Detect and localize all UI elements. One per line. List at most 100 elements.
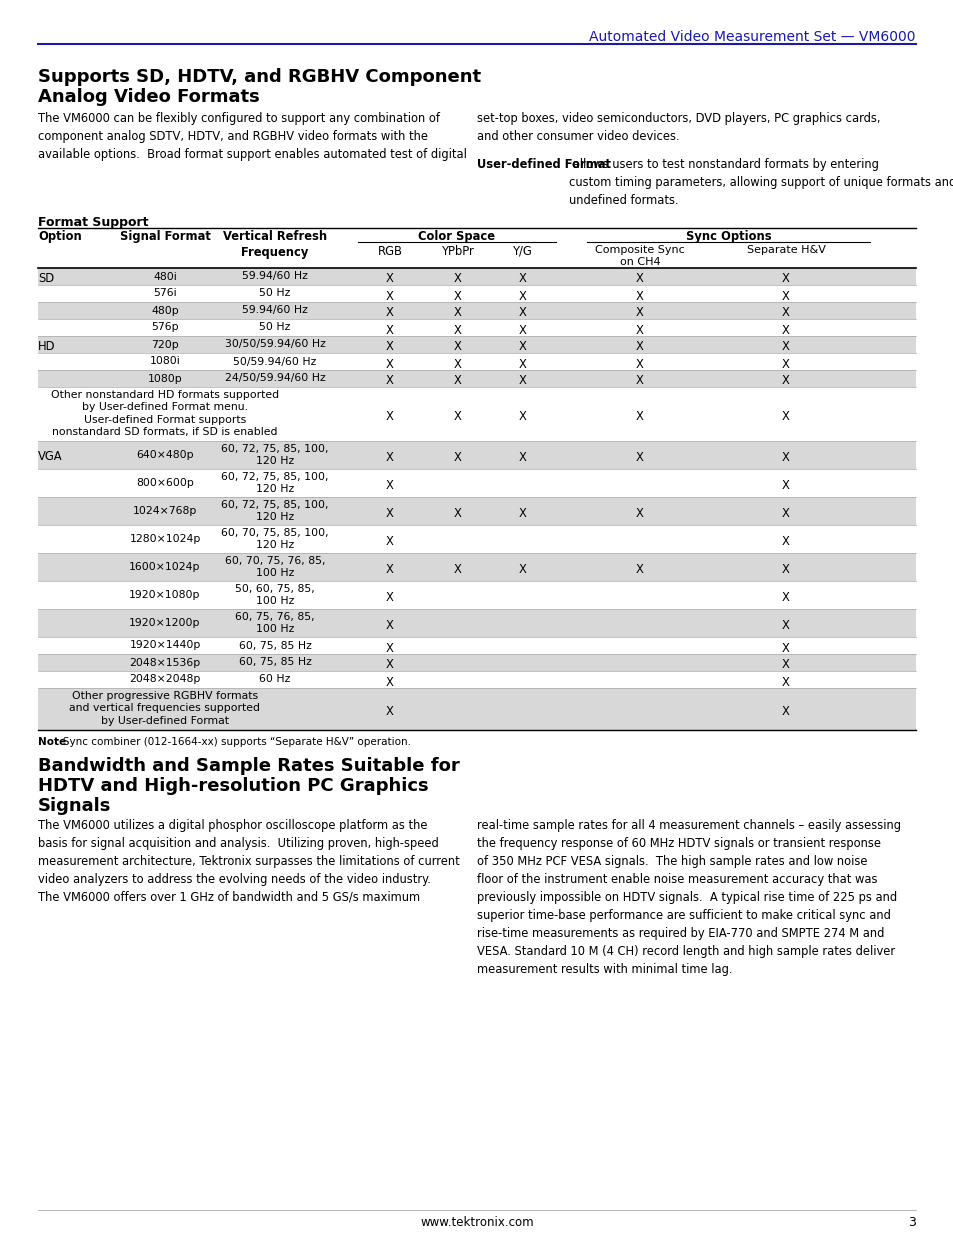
Text: X: X — [781, 535, 789, 548]
Text: X: X — [781, 658, 789, 672]
Text: X: X — [636, 324, 643, 336]
Text: X: X — [454, 451, 461, 464]
Text: 50/59.94/60 Hz: 50/59.94/60 Hz — [233, 357, 316, 367]
Text: Note: Note — [38, 737, 66, 747]
Text: 24/50/59.94/60 Hz: 24/50/59.94/60 Hz — [224, 373, 325, 384]
Text: X: X — [386, 619, 394, 632]
Text: X: X — [781, 508, 789, 520]
Text: X: X — [781, 563, 789, 576]
Text: 1920×1080p: 1920×1080p — [129, 590, 200, 600]
Text: Signals: Signals — [38, 797, 112, 815]
Text: The VM6000 can be flexibly configured to support any combination of
component an: The VM6000 can be flexibly configured to… — [38, 112, 466, 161]
Text: X: X — [781, 641, 789, 655]
Text: 1920×1440p: 1920×1440p — [130, 641, 200, 651]
Text: X: X — [386, 592, 394, 604]
Text: X: X — [454, 357, 461, 370]
Bar — [38, 609, 915, 637]
Text: HDTV and High-resolution PC Graphics: HDTV and High-resolution PC Graphics — [38, 777, 428, 795]
Text: 60, 72, 75, 85, 100,
120 Hz: 60, 72, 75, 85, 100, 120 Hz — [221, 472, 329, 494]
Text: X: X — [781, 324, 789, 336]
Text: set-top boxes, video semiconductors, DVD players, PC graphics cards,
and other c: set-top boxes, video semiconductors, DVD… — [476, 112, 880, 143]
Text: X: X — [636, 374, 643, 388]
Text: 480i: 480i — [153, 272, 176, 282]
Text: X: X — [636, 508, 643, 520]
Text: X: X — [386, 341, 394, 353]
Text: User-defined Format: User-defined Format — [476, 158, 610, 170]
Text: Vertical Refresh
Frequency: Vertical Refresh Frequency — [223, 230, 327, 259]
Text: X: X — [454, 273, 461, 285]
Text: Automated Video Measurement Set — VM6000: Automated Video Measurement Set — VM6000 — [589, 30, 915, 44]
Text: X: X — [454, 306, 461, 320]
Bar — [38, 303, 915, 319]
Text: 60, 75, 76, 85,
100 Hz: 60, 75, 76, 85, 100 Hz — [235, 613, 314, 635]
Text: 576p: 576p — [151, 322, 178, 332]
Text: Option: Option — [38, 230, 82, 243]
Bar — [38, 655, 915, 671]
Text: X: X — [386, 289, 394, 303]
Bar — [38, 553, 915, 580]
Text: Separate H&V: Separate H&V — [746, 245, 824, 254]
Text: 2048×1536p: 2048×1536p — [130, 657, 200, 667]
Bar — [38, 688, 915, 730]
Text: X: X — [518, 357, 526, 370]
Bar — [38, 370, 915, 387]
Text: X: X — [386, 306, 394, 320]
Text: 2048×2048p: 2048×2048p — [130, 674, 200, 684]
Text: X: X — [386, 451, 394, 464]
Text: X: X — [518, 324, 526, 336]
Text: X: X — [518, 410, 526, 424]
Text: X: X — [386, 705, 394, 718]
Text: allows users to test nonstandard formats by entering
custom timing parameters, a: allows users to test nonstandard formats… — [569, 158, 953, 207]
Text: X: X — [518, 451, 526, 464]
Text: X: X — [781, 451, 789, 464]
Text: X: X — [386, 658, 394, 672]
Text: Analog Video Formats: Analog Video Formats — [38, 88, 259, 106]
Text: X: X — [781, 410, 789, 424]
Text: real-time sample rates for all 4 measurement channels – easily assessing
the fre: real-time sample rates for all 4 measure… — [476, 819, 900, 976]
Text: 60, 75, 85 Hz: 60, 75, 85 Hz — [238, 657, 311, 667]
Text: Signal Format: Signal Format — [119, 230, 211, 243]
Text: X: X — [386, 324, 394, 336]
Text: X: X — [781, 289, 789, 303]
Text: X: X — [518, 289, 526, 303]
Text: 1280×1024p: 1280×1024p — [130, 534, 200, 543]
Text: X: X — [636, 410, 643, 424]
Text: X: X — [636, 289, 643, 303]
Text: Supports SD, HDTV, and RGBHV Component: Supports SD, HDTV, and RGBHV Component — [38, 68, 480, 86]
Text: 800×600p: 800×600p — [136, 478, 193, 488]
Text: 59.94/60 Hz: 59.94/60 Hz — [242, 272, 308, 282]
Text: X: X — [781, 676, 789, 688]
Text: X: X — [518, 306, 526, 320]
Text: X: X — [518, 273, 526, 285]
Bar — [38, 441, 915, 469]
Text: X: X — [386, 374, 394, 388]
Text: 1600×1024p: 1600×1024p — [129, 562, 200, 572]
Text: 60, 75, 85 Hz: 60, 75, 85 Hz — [238, 641, 311, 651]
Text: X: X — [518, 341, 526, 353]
Text: Bandwidth and Sample Rates Suitable for: Bandwidth and Sample Rates Suitable for — [38, 757, 459, 776]
Text: 1920×1200p: 1920×1200p — [129, 618, 200, 629]
Text: X: X — [518, 508, 526, 520]
Text: Composite Sync
on CH4: Composite Sync on CH4 — [595, 245, 684, 268]
Text: X: X — [386, 508, 394, 520]
Text: Y/G: Y/G — [513, 245, 533, 258]
Text: X: X — [781, 374, 789, 388]
Text: Color Space: Color Space — [418, 230, 495, 243]
Bar — [38, 496, 915, 525]
Text: 60, 70, 75, 85, 100,
120 Hz: 60, 70, 75, 85, 100, 120 Hz — [221, 529, 329, 551]
Text: X: X — [454, 341, 461, 353]
Text: 640×480p: 640×480p — [136, 450, 193, 459]
Text: X: X — [636, 563, 643, 576]
Text: 60, 70, 75, 76, 85,
100 Hz: 60, 70, 75, 76, 85, 100 Hz — [225, 556, 325, 578]
Text: 60, 72, 75, 85, 100,
120 Hz: 60, 72, 75, 85, 100, 120 Hz — [221, 500, 329, 522]
Text: Other progressive RGBHV formats
and vertical frequencies supported
by User-defin: Other progressive RGBHV formats and vert… — [70, 692, 260, 726]
Text: X: X — [781, 306, 789, 320]
Text: 60 Hz: 60 Hz — [259, 674, 291, 684]
Text: 576i: 576i — [153, 289, 176, 299]
Bar — [38, 268, 915, 285]
Text: X: X — [636, 273, 643, 285]
Text: X: X — [781, 705, 789, 718]
Text: X: X — [781, 479, 789, 492]
Text: 59.94/60 Hz: 59.94/60 Hz — [242, 305, 308, 315]
Text: X: X — [386, 273, 394, 285]
